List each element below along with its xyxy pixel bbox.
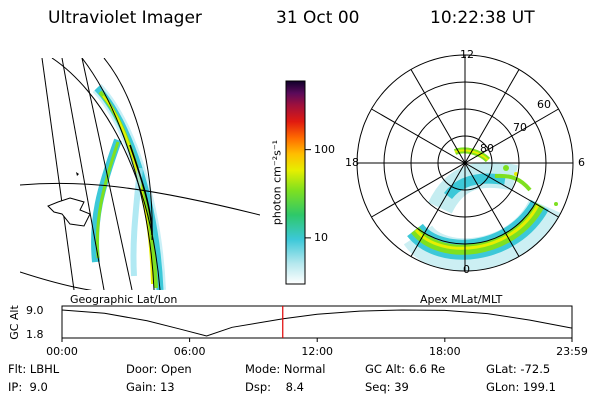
dsp-status: Dsp: 8.4 bbox=[245, 380, 304, 394]
geo-aurora-band bbox=[90, 83, 166, 290]
mlat-label-70: 70 bbox=[513, 121, 527, 134]
chart-x-tick-0: 00:00 bbox=[46, 345, 78, 358]
mlt-label-6: 6 bbox=[578, 156, 585, 169]
seq-status: Seq: 39 bbox=[365, 380, 409, 394]
geo-grid-lines bbox=[20, 58, 260, 290]
mlt-label-18: 18 bbox=[345, 156, 359, 169]
colorbar bbox=[285, 80, 306, 285]
mlt-label-12: 12 bbox=[460, 48, 474, 61]
geo-terminator-line bbox=[129, 144, 153, 236]
chart-x-tick-4: 23:59 bbox=[556, 345, 588, 358]
date-label: 31 Oct 00 bbox=[276, 8, 360, 28]
geographic-map bbox=[20, 58, 260, 290]
gc-altitude-curve bbox=[61, 309, 573, 337]
polar-aurora-oval bbox=[403, 147, 569, 271]
altitude-chart bbox=[61, 305, 573, 342]
apex-panel-label: Apex MLat/MLT bbox=[420, 293, 503, 306]
gain-status: Gain: 13 bbox=[126, 380, 175, 394]
chart-x-tick-1: 06:00 bbox=[173, 345, 206, 358]
mlat-label-80: 80 bbox=[480, 142, 494, 155]
chart-y-tick-high: 9.0 bbox=[26, 304, 44, 317]
gc-alt-status: GC Alt: 6.6 Re bbox=[365, 362, 446, 376]
ip-status: IP: 9.0 bbox=[8, 380, 48, 394]
chart-x-tick-2: 12:00 bbox=[301, 345, 334, 358]
polar-plot bbox=[356, 54, 574, 272]
polar-grid bbox=[356, 54, 574, 272]
chart-y-axis-label: GC Alt bbox=[7, 305, 21, 340]
mlat-label-60: 60 bbox=[537, 98, 551, 111]
glat-status: GLat: -72.5 bbox=[486, 362, 551, 376]
colorbar-label-100: 100 bbox=[314, 142, 335, 156]
coastline-outline bbox=[47, 197, 91, 227]
geographic-panel-label: Geographic Lat/Lon bbox=[70, 293, 178, 306]
chart-frame bbox=[61, 305, 573, 339]
mode-status: Mode: Normal bbox=[245, 362, 326, 376]
filter-status: Flt: LBHL bbox=[8, 362, 60, 376]
instrument-title: Ultraviolet Imager bbox=[48, 8, 202, 28]
colorbar-unit-label: photon cm⁻²s⁻¹ bbox=[270, 139, 284, 226]
time-label: 10:22:38 UT bbox=[430, 8, 535, 28]
chart-x-tick-3: 18:00 bbox=[428, 345, 461, 358]
time-axis-ticks bbox=[61, 338, 573, 342]
mlt-label-0: 0 bbox=[463, 263, 470, 276]
glon-status: GLon: 199.1 bbox=[486, 380, 556, 394]
chart-y-tick-low: 1.8 bbox=[26, 328, 44, 341]
island-outline bbox=[76, 172, 79, 176]
colorbar-label-10: 10 bbox=[314, 230, 328, 244]
door-status: Door: Open bbox=[126, 362, 192, 376]
